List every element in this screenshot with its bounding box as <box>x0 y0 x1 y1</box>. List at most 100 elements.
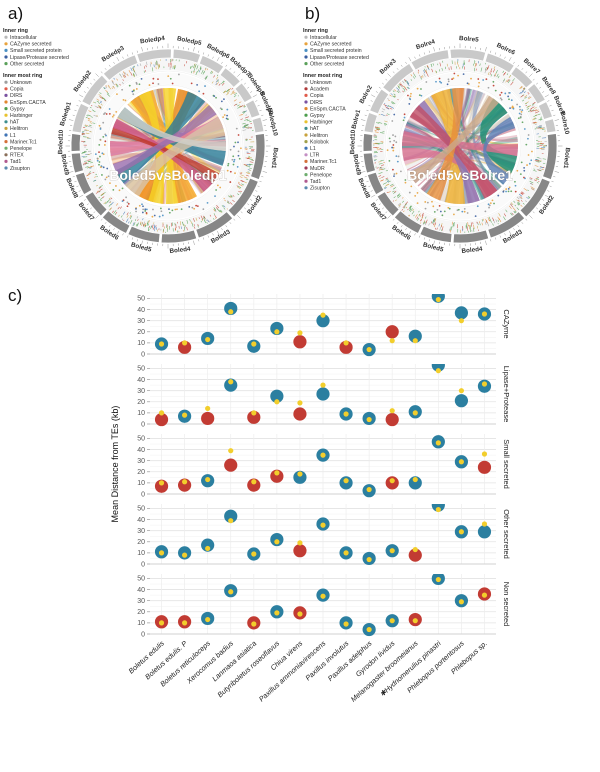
gene-dot <box>435 80 437 83</box>
te-tick <box>147 223 149 226</box>
te-tick <box>397 195 402 199</box>
legend-item-label: MuDR <box>310 166 325 172</box>
axis-tick <box>544 94 549 98</box>
te-tick <box>533 114 538 117</box>
gene-dot <box>102 166 105 169</box>
te-tick <box>126 73 129 77</box>
te-tick <box>375 128 381 131</box>
axis-tick <box>375 91 378 93</box>
legend-swatch <box>304 80 308 84</box>
gene-distance-dot <box>224 378 238 392</box>
gene-dot <box>237 134 240 136</box>
te-tick <box>527 189 529 191</box>
gene-dot <box>512 107 515 110</box>
synteny-ribbon <box>402 143 505 185</box>
te-tick <box>142 218 144 221</box>
te-tick <box>508 205 512 209</box>
te-tick <box>102 97 105 100</box>
te-tick <box>249 161 254 163</box>
chromosome-segment <box>250 133 266 181</box>
te-distance-dot <box>481 311 488 317</box>
te-tick <box>100 100 102 103</box>
facet-points <box>154 574 492 637</box>
te-tick <box>525 102 527 105</box>
axis-tick <box>95 73 99 77</box>
gene-dot <box>448 207 451 210</box>
segment-label: Boled1 <box>270 147 279 169</box>
te-tick <box>237 186 241 189</box>
gene-dot <box>504 92 507 95</box>
gene-dot <box>394 135 397 138</box>
te-tick <box>223 90 227 94</box>
te-tick <box>89 124 92 126</box>
te-tick <box>492 223 494 226</box>
te-band-bg <box>373 59 547 233</box>
te-tick <box>407 87 410 90</box>
te-tick <box>112 85 116 89</box>
te-tick <box>227 201 231 204</box>
gene-dot <box>508 98 510 101</box>
gene-dot <box>233 158 236 161</box>
gene-dot <box>104 140 107 143</box>
te-tick <box>111 80 114 83</box>
gene-dot <box>518 105 521 108</box>
axis-tick <box>221 228 223 231</box>
gene-dot <box>514 180 516 183</box>
te-tick <box>432 63 434 66</box>
te-tick <box>489 219 492 223</box>
gene-dot <box>216 184 219 187</box>
segment-label: Bolre8 <box>540 76 557 97</box>
te-tick <box>198 70 201 73</box>
synteny-ribbon <box>462 88 500 192</box>
te-tick <box>516 196 520 200</box>
te-tick <box>245 172 249 174</box>
y-tick-label: 10 <box>137 480 145 487</box>
synteny-ribbon <box>421 88 473 192</box>
legend-item-label: Intracellular <box>310 35 337 41</box>
segment-label: Boledp10 <box>266 107 279 137</box>
axis-tick <box>104 67 107 70</box>
te-tick <box>246 119 250 122</box>
te-tick <box>110 201 114 206</box>
te-tick <box>399 84 403 88</box>
axis-tick <box>86 203 89 206</box>
te-tick <box>231 90 235 93</box>
te-tick <box>387 105 391 107</box>
te-tick <box>397 98 399 101</box>
legend-swatch <box>304 133 308 137</box>
te-distance-dot <box>435 368 441 374</box>
segment-label: Bolre6 <box>495 42 516 57</box>
axis-tick <box>89 82 92 85</box>
axis-tick <box>544 194 549 198</box>
te-tick <box>190 66 192 70</box>
te-tick <box>153 224 155 228</box>
te-tick <box>436 227 438 230</box>
gene-dot <box>414 195 417 197</box>
legend-section-title: Inner most ring <box>3 73 42 79</box>
te-tick <box>243 125 248 127</box>
gene-dot <box>126 205 129 208</box>
synteny-ribbon <box>139 90 165 204</box>
axis-tick <box>262 171 268 173</box>
te-tick <box>207 219 209 223</box>
te-distance-dot <box>389 618 395 624</box>
te-tick <box>106 92 110 95</box>
ring-guide <box>398 84 522 208</box>
te-tick <box>385 106 390 109</box>
chromosome-segment <box>198 54 225 75</box>
chromosome-segment <box>219 67 241 88</box>
chromosome-segment <box>234 82 253 104</box>
te-tick <box>243 164 248 166</box>
axis-tick <box>83 199 86 201</box>
chromosome-segment <box>543 118 557 134</box>
gene-dot <box>237 141 239 144</box>
te-tick <box>217 80 219 83</box>
axis-tick <box>74 109 77 112</box>
te-tick <box>199 67 202 71</box>
gene-dot <box>176 208 178 211</box>
ring-guide <box>80 58 256 234</box>
gene-dot <box>240 147 242 150</box>
te-tick <box>120 215 123 218</box>
te-tick <box>425 68 427 71</box>
axis-tick <box>392 218 395 221</box>
